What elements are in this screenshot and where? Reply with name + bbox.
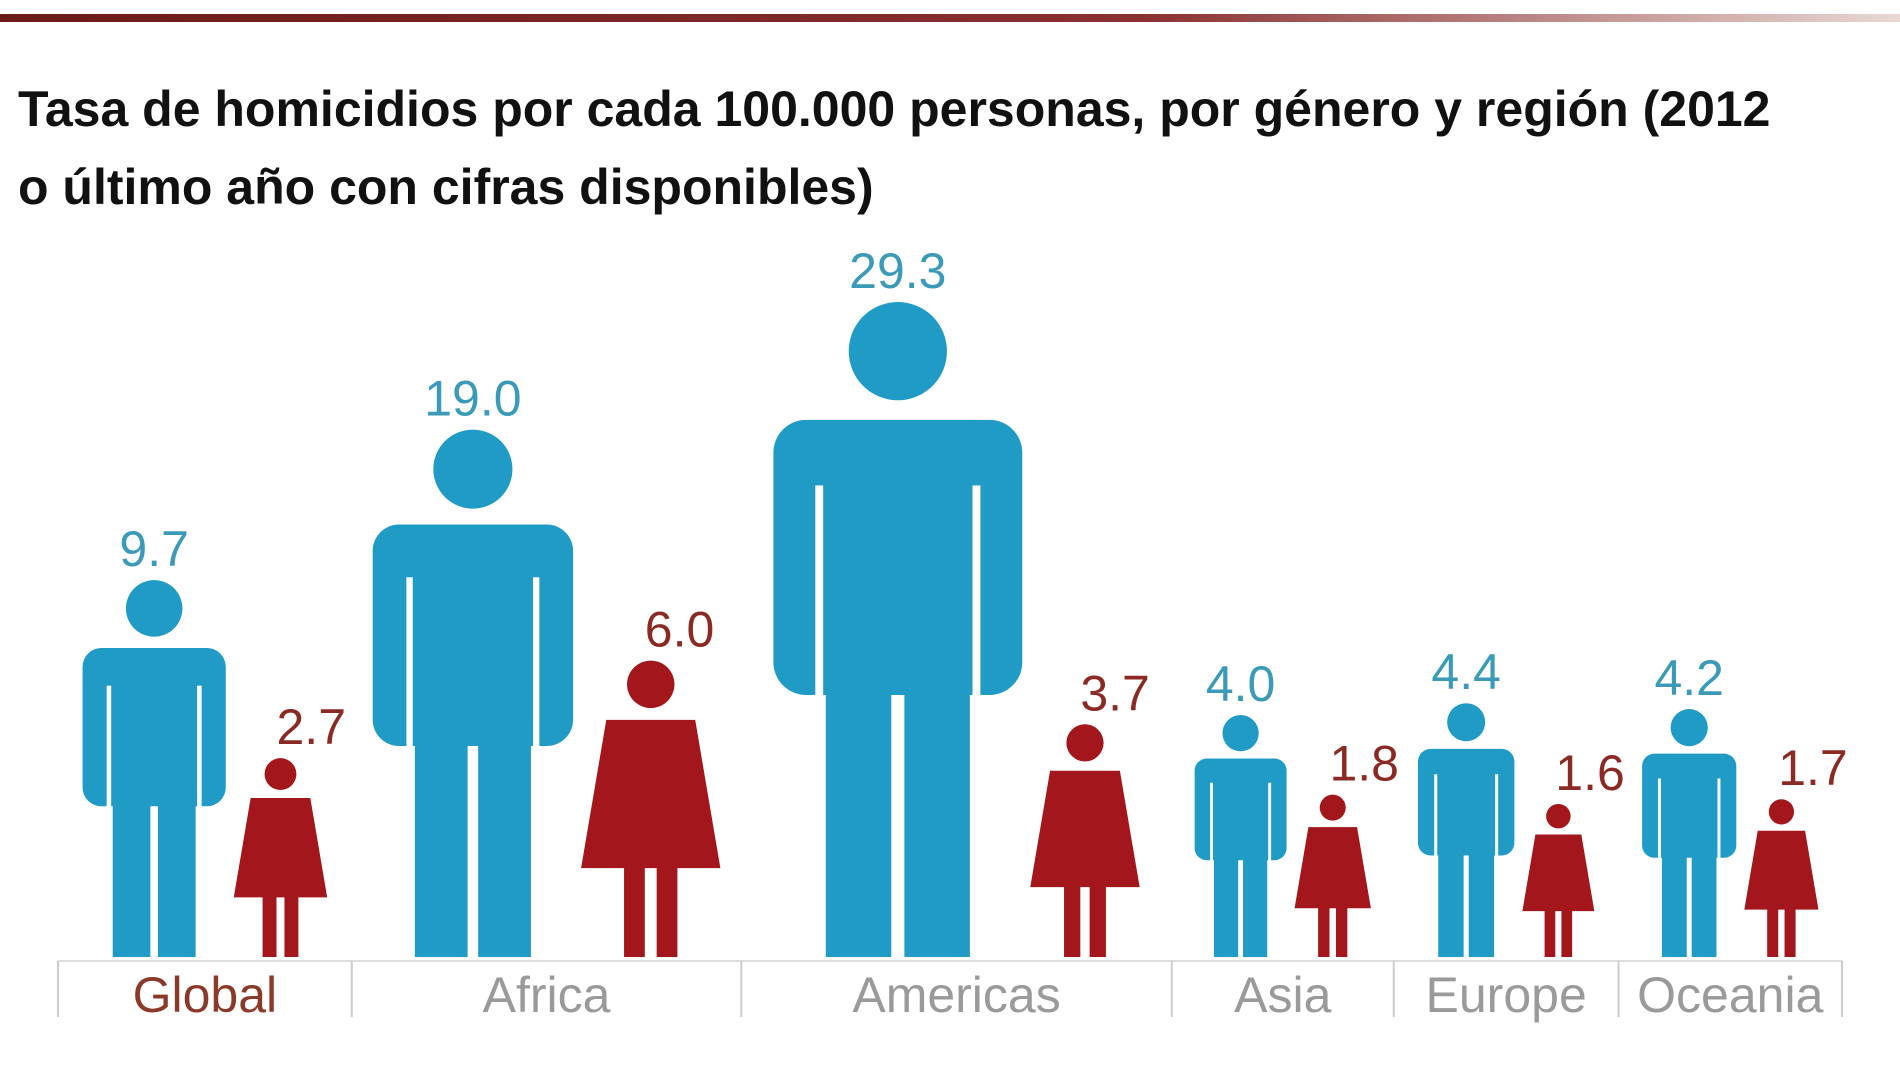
female-figure: [1294, 794, 1371, 957]
male-figure: [1642, 709, 1737, 957]
torso: [1194, 758, 1287, 861]
arm-gap: [1210, 782, 1214, 866]
leg: [1064, 882, 1081, 957]
head: [264, 758, 297, 790]
leg: [1544, 908, 1556, 957]
leg: [1691, 845, 1717, 957]
female-figure: [1744, 799, 1819, 957]
torso: [372, 524, 574, 747]
male-figure: [372, 429, 574, 957]
x-tick-label: Americas: [852, 967, 1060, 1023]
arm-gap: [197, 685, 202, 814]
torso: [1417, 748, 1515, 856]
x-tick-label: Europe: [1426, 967, 1587, 1023]
arm-gap: [533, 577, 540, 757]
data-label: 1.8: [1329, 736, 1399, 792]
dress: [1294, 827, 1371, 909]
leg: [478, 719, 531, 957]
head: [1768, 799, 1795, 825]
leg: [1661, 845, 1687, 957]
leg: [112, 787, 151, 957]
top-bar: [0, 14, 1900, 22]
torso: [773, 419, 1023, 696]
male-figure: [82, 580, 226, 957]
leg: [157, 787, 196, 957]
arm-gap: [1268, 782, 1272, 866]
x-tick-label: Oceania: [1637, 967, 1823, 1023]
head: [1670, 709, 1708, 747]
x-tick-label: Africa: [483, 967, 611, 1023]
data-label: 29.3: [849, 243, 946, 299]
female-figure: [233, 758, 328, 957]
head: [1546, 803, 1571, 829]
leg: [284, 893, 299, 957]
arm-gap: [815, 485, 824, 709]
dress: [581, 719, 721, 869]
dress: [1522, 834, 1595, 912]
leg: [656, 862, 678, 957]
head: [1319, 794, 1346, 821]
leg: [1468, 842, 1495, 957]
head: [1222, 715, 1259, 752]
x-tick-label: Asia: [1234, 967, 1331, 1023]
head: [627, 660, 675, 709]
arm-gap: [1495, 774, 1499, 861]
leg: [1561, 908, 1573, 957]
data-label: 6.0: [645, 602, 715, 658]
female-figure: [581, 660, 721, 957]
leg: [1318, 905, 1330, 957]
head: [1066, 724, 1104, 762]
leg: [1243, 848, 1268, 957]
arm-gap: [106, 685, 112, 814]
leg: [1335, 905, 1348, 957]
leg: [414, 719, 468, 957]
arm-gap: [1657, 778, 1661, 863]
data-label: 19.0: [424, 371, 521, 427]
female-figure: [1030, 724, 1140, 957]
dress: [1030, 770, 1140, 888]
dress: [1744, 830, 1819, 910]
leg: [262, 893, 277, 957]
data-label: 1.7: [1778, 740, 1848, 796]
data-label: 4.0: [1206, 656, 1276, 712]
data-label: 9.7: [119, 521, 189, 577]
leg: [1767, 906, 1779, 957]
data-label: 2.7: [277, 699, 347, 755]
arm-gap: [1717, 778, 1721, 863]
leg: [1213, 848, 1239, 957]
head: [433, 429, 513, 509]
arm-gap: [406, 577, 413, 757]
leg: [825, 662, 892, 957]
leg: [1089, 882, 1106, 957]
male-figure: [773, 302, 1023, 957]
leg: [1438, 842, 1464, 957]
data-label: 4.2: [1654, 650, 1724, 706]
leg: [904, 662, 970, 957]
head: [1447, 703, 1486, 742]
head: [848, 302, 947, 401]
leg: [624, 862, 645, 957]
male-figure: [1194, 715, 1287, 957]
data-label: 3.7: [1080, 665, 1150, 721]
leg: [1784, 906, 1796, 957]
data-label: 1.6: [1555, 745, 1625, 801]
male-figure: [1417, 703, 1515, 957]
head: [125, 580, 183, 637]
torso: [82, 647, 226, 807]
data-label: 4.4: [1431, 644, 1501, 700]
dress: [233, 797, 328, 898]
female-figure: [1522, 803, 1595, 957]
arm-gap: [1434, 774, 1438, 861]
x-tick-label: Global: [133, 967, 278, 1023]
torso: [1642, 753, 1737, 858]
chart-title: Tasa de homicidios por cada 100.000 pers…: [18, 81, 1771, 215]
arm-gap: [972, 485, 981, 709]
